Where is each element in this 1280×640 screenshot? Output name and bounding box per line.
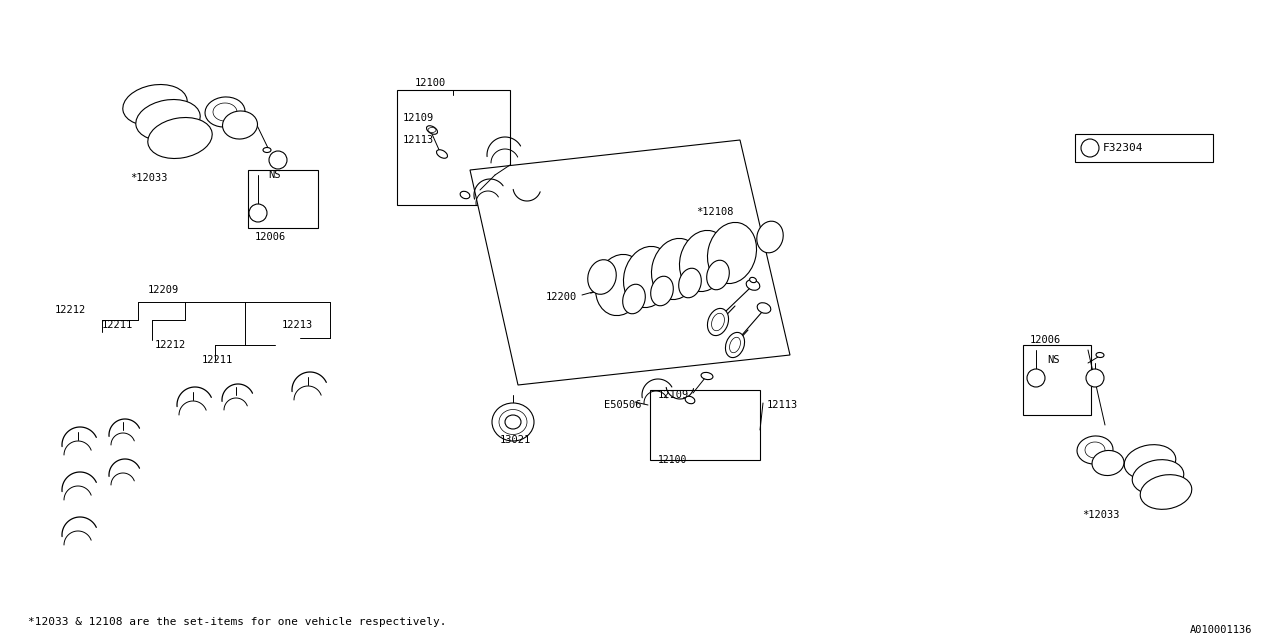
Ellipse shape	[708, 308, 728, 335]
Ellipse shape	[436, 150, 448, 158]
Text: A010001136: A010001136	[1189, 625, 1252, 635]
Bar	[248, 170, 317, 228]
Ellipse shape	[492, 403, 534, 441]
Ellipse shape	[756, 221, 783, 253]
Text: 12006: 12006	[1030, 335, 1061, 345]
Ellipse shape	[262, 147, 271, 152]
Text: 12109: 12109	[658, 390, 689, 400]
Ellipse shape	[1124, 445, 1176, 479]
Ellipse shape	[123, 84, 187, 125]
Ellipse shape	[1096, 353, 1103, 358]
Ellipse shape	[650, 276, 673, 306]
Text: 1: 1	[1088, 143, 1093, 152]
Text: 12006: 12006	[255, 232, 287, 242]
Text: 1: 1	[1093, 374, 1097, 383]
Ellipse shape	[707, 260, 730, 290]
Text: 12211: 12211	[102, 320, 133, 330]
Ellipse shape	[746, 280, 760, 291]
Text: 1: 1	[1033, 374, 1038, 383]
Circle shape	[1085, 369, 1103, 387]
Text: 12209: 12209	[148, 285, 179, 295]
Text: 12100: 12100	[658, 455, 687, 465]
Text: *12033: *12033	[1082, 510, 1120, 520]
Text: 12212: 12212	[55, 305, 86, 315]
Ellipse shape	[726, 332, 745, 358]
Bar	[1023, 345, 1091, 415]
Circle shape	[1082, 139, 1100, 157]
Polygon shape	[470, 140, 790, 385]
Text: 12200: 12200	[547, 292, 577, 302]
Text: NS: NS	[268, 170, 280, 180]
Text: *12033 & 12108 are the set-items for one vehicle respectively.: *12033 & 12108 are the set-items for one…	[28, 617, 447, 627]
Text: NS: NS	[1047, 355, 1060, 365]
Ellipse shape	[506, 415, 521, 429]
Ellipse shape	[708, 223, 756, 284]
Ellipse shape	[1092, 451, 1124, 476]
Ellipse shape	[205, 97, 244, 127]
Ellipse shape	[623, 246, 672, 308]
Text: F32304: F32304	[1103, 143, 1143, 153]
Ellipse shape	[595, 255, 645, 316]
Text: 12212: 12212	[155, 340, 187, 350]
Ellipse shape	[588, 260, 616, 294]
Text: 1: 1	[256, 209, 261, 218]
Text: 1: 1	[275, 156, 280, 164]
Text: 12113: 12113	[403, 135, 434, 145]
Text: 12211: 12211	[202, 355, 233, 365]
Text: 12113: 12113	[767, 400, 799, 410]
Ellipse shape	[622, 284, 645, 314]
Bar	[1075, 134, 1213, 162]
Text: *12108: *12108	[696, 207, 733, 217]
Ellipse shape	[223, 111, 257, 139]
Ellipse shape	[1133, 460, 1184, 494]
Text: 12109: 12109	[403, 113, 434, 123]
Ellipse shape	[136, 99, 200, 141]
Text: 12100: 12100	[415, 78, 447, 88]
Text: E50506: E50506	[604, 400, 641, 410]
Ellipse shape	[758, 303, 771, 313]
Ellipse shape	[678, 268, 701, 298]
Ellipse shape	[460, 191, 470, 198]
Bar	[397, 90, 509, 205]
Ellipse shape	[701, 372, 713, 380]
Ellipse shape	[147, 118, 212, 159]
Circle shape	[250, 204, 268, 222]
Ellipse shape	[1140, 475, 1192, 509]
Ellipse shape	[652, 239, 700, 300]
Bar	[650, 390, 760, 460]
Ellipse shape	[680, 230, 728, 292]
Circle shape	[269, 151, 287, 169]
Circle shape	[1027, 369, 1044, 387]
Text: 13021: 13021	[500, 435, 531, 445]
Ellipse shape	[750, 277, 756, 283]
Text: *12033: *12033	[131, 173, 168, 183]
Ellipse shape	[685, 396, 695, 404]
Text: 12213: 12213	[282, 320, 314, 330]
Ellipse shape	[426, 125, 438, 134]
Ellipse shape	[1076, 436, 1114, 464]
